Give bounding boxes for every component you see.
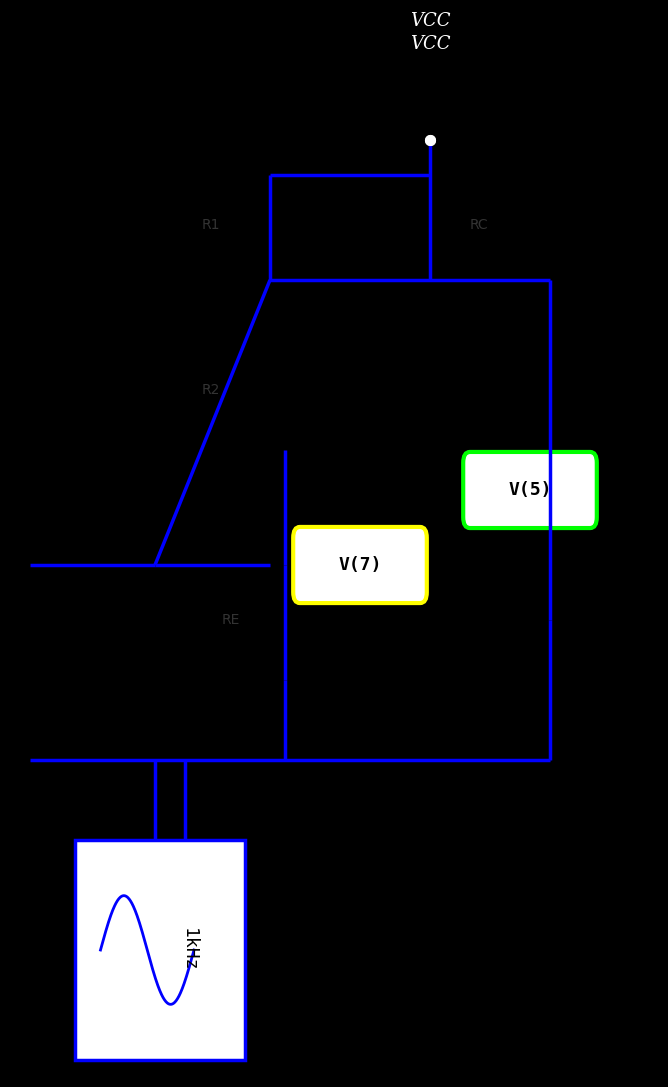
Text: R2: R2: [202, 383, 220, 397]
Text: VCC: VCC: [409, 35, 450, 53]
Text: V(5): V(5): [508, 482, 552, 499]
FancyBboxPatch shape: [463, 452, 597, 528]
Text: V(7): V(7): [338, 555, 381, 574]
FancyBboxPatch shape: [293, 527, 427, 603]
Text: RE: RE: [222, 613, 240, 627]
Text: RC: RC: [470, 218, 488, 232]
Text: R1: R1: [202, 218, 220, 232]
Text: 1kHz: 1kHz: [180, 928, 198, 972]
Text: VCC: VCC: [409, 12, 450, 29]
FancyBboxPatch shape: [75, 840, 245, 1060]
